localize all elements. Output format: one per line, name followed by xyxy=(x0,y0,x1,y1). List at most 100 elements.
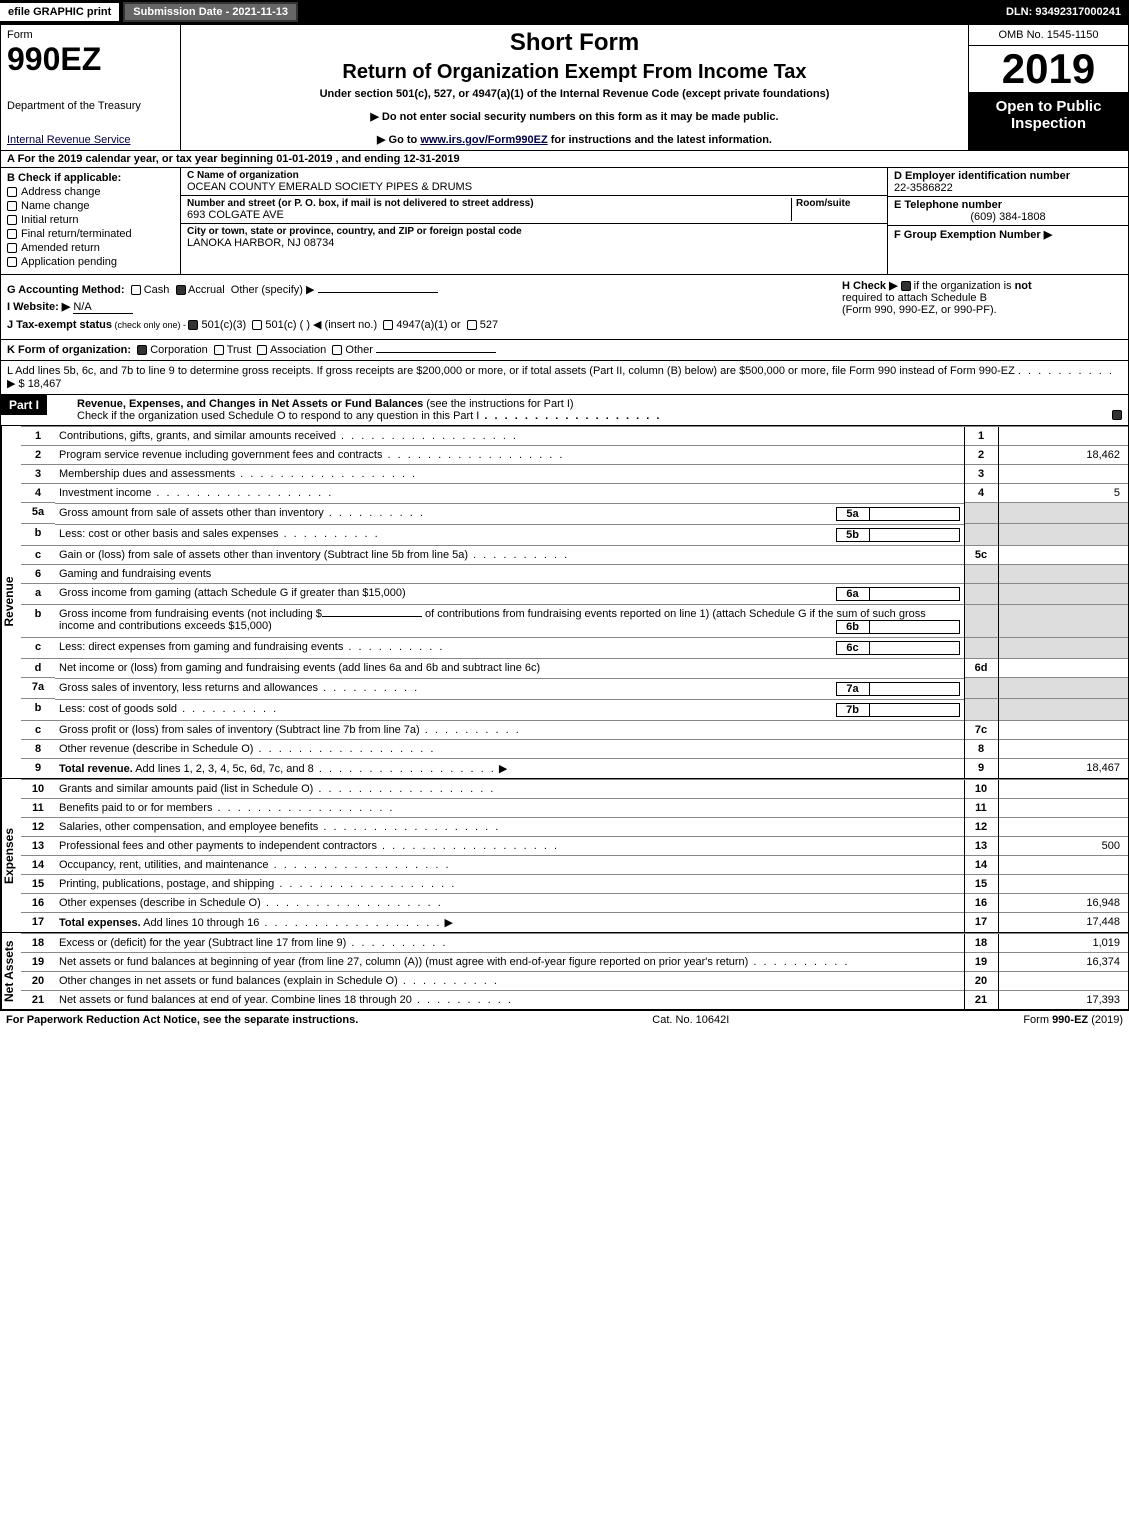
h-box: H Check ▶ if the organization is not req… xyxy=(842,279,1122,316)
checkbox-icon[interactable] xyxy=(383,320,393,330)
table-row: 18Excess or (deficit) for the year (Subt… xyxy=(21,933,1128,952)
form-number: 990EZ xyxy=(7,41,174,78)
cb-amended-return[interactable]: Amended return xyxy=(7,242,174,254)
irs-line: Internal Revenue Service xyxy=(7,134,174,146)
val-grey xyxy=(998,564,1128,583)
cb-label: Application pending xyxy=(21,256,117,268)
j-501c: 501(c) ( ) ◀ (insert no.) xyxy=(265,319,377,331)
checkbox-icon xyxy=(7,229,17,239)
val-2: 18,462 xyxy=(998,446,1128,465)
submission-date: Submission Date - 2021-11-13 xyxy=(123,2,298,22)
dots xyxy=(177,703,278,715)
blank-input[interactable] xyxy=(322,616,422,617)
section-a: A For the 2019 calendar year, or tax yea… xyxy=(0,151,1129,168)
line-text: Gross sales of inventory, less returns a… xyxy=(59,682,318,694)
val-grey xyxy=(998,524,1128,546)
i-label: I Website: ▶ xyxy=(7,301,70,313)
subsection-text: Under section 501(c), 527, or 4947(a)(1)… xyxy=(191,88,958,100)
goto-link[interactable]: www.irs.gov/Form990EZ xyxy=(420,134,547,146)
c-city-block: City or town, state or province, country… xyxy=(181,224,887,251)
tax-year: 2019 xyxy=(969,46,1128,92)
open-to-public: Open to Public Inspection xyxy=(969,92,1128,150)
cb-name-change[interactable]: Name change xyxy=(7,200,174,212)
netassets-label: Net Assets xyxy=(1,933,21,1009)
table-row: 2Program service revenue including gover… xyxy=(21,446,1128,465)
val-21: 17,393 xyxy=(998,990,1128,1009)
f-label: F Group Exemption Number ▶ xyxy=(894,228,1122,241)
note-goto: ▶ Go to www.irs.gov/Form990EZ for instru… xyxy=(191,133,958,146)
efile-print[interactable]: efile GRAPHIC print xyxy=(0,3,119,21)
checkbox-icon[interactable] xyxy=(1112,410,1122,420)
table-row: aGross income from gaming (attach Schedu… xyxy=(21,583,1128,605)
org-name: OCEAN COUNTY EMERALD SOCIETY PIPES & DRU… xyxy=(187,181,881,193)
g-other: Other (specify) ▶ xyxy=(231,284,315,296)
line-text: Gross income from gaming (attach Schedul… xyxy=(59,587,836,601)
cb-final-return[interactable]: Final return/terminated xyxy=(7,228,174,240)
table-row: 4Investment income45 xyxy=(21,484,1128,503)
g-accrual: Accrual xyxy=(188,284,225,296)
d-label: D Employer identification number xyxy=(894,170,1122,182)
checkbox-icon[interactable] xyxy=(131,285,141,295)
line-text: Gross amount from sale of assets other t… xyxy=(59,507,324,519)
f-block: F Group Exemption Number ▶ xyxy=(888,226,1128,243)
dots xyxy=(398,975,499,987)
dots xyxy=(253,743,435,755)
table-row: cGain or (loss) from sale of assets othe… xyxy=(21,545,1128,564)
val-4: 5 xyxy=(998,484,1128,503)
dln: DLN: 93492317000241 xyxy=(1006,6,1129,18)
line-text: Gross income from fundraising events (no… xyxy=(59,608,322,620)
row-l: L Add lines 5b, 6c, and 7b to line 9 to … xyxy=(0,361,1129,395)
ein: 22-3586822 xyxy=(894,182,1122,194)
cb-address-change[interactable]: Address change xyxy=(7,186,174,198)
irs-link[interactable]: Internal Revenue Service xyxy=(7,134,131,146)
cb-application-pending[interactable]: Application pending xyxy=(7,256,174,268)
checkbox-icon[interactable] xyxy=(467,320,477,330)
val-8 xyxy=(998,739,1128,758)
j-4947: 4947(a)(1) or xyxy=(396,319,460,331)
dots xyxy=(377,840,559,852)
val-17: 17,448 xyxy=(998,912,1128,932)
val-20 xyxy=(998,971,1128,990)
table-row: cGross profit or (loss) from sales of in… xyxy=(21,720,1128,739)
k-other: Other xyxy=(345,344,373,356)
col-c: C Name of organization OCEAN COUNTY EMER… xyxy=(181,168,888,274)
dots xyxy=(212,802,394,814)
netassets-table: 18Excess or (deficit) for the year (Subt… xyxy=(21,933,1128,1009)
subval-6c xyxy=(870,641,960,655)
c-room-label: Room/suite xyxy=(796,198,881,209)
cb-initial-return[interactable]: Initial return xyxy=(7,214,174,226)
return-title: Return of Organization Exempt From Incom… xyxy=(191,61,958,84)
g-label: G Accounting Method: xyxy=(7,284,125,296)
subval-5a xyxy=(870,507,960,521)
footer-catno: Cat. No. 10642I xyxy=(652,1014,729,1026)
page-footer: For Paperwork Reduction Act Notice, see … xyxy=(0,1010,1129,1029)
checkbox-icon[interactable] xyxy=(252,320,262,330)
checkbox-icon[interactable] xyxy=(257,345,267,355)
dots xyxy=(748,956,849,968)
checkbox-icon[interactable] xyxy=(188,320,198,330)
k-other-input[interactable] xyxy=(376,352,496,353)
checkbox-icon[interactable] xyxy=(137,345,147,355)
line-text: Less: cost of goods sold xyxy=(59,703,177,715)
revenue-label: Revenue xyxy=(1,426,21,778)
val-1 xyxy=(998,427,1128,446)
g-other-input[interactable] xyxy=(318,292,438,293)
val-grey xyxy=(998,699,1128,721)
table-row: 10Grants and similar amounts paid (list … xyxy=(21,779,1128,798)
checkbox-icon[interactable] xyxy=(214,345,224,355)
checkbox-icon[interactable] xyxy=(332,345,342,355)
checkbox-icon xyxy=(7,215,17,225)
line-text: Contributions, gifts, grants, and simila… xyxy=(59,430,336,442)
checkbox-icon[interactable] xyxy=(901,281,911,291)
l-text: L Add lines 5b, 6c, and 7b to line 9 to … xyxy=(7,365,1015,377)
checkbox-icon xyxy=(7,243,17,253)
line-text: Membership dues and assessments xyxy=(59,468,235,480)
goto-prefix: ▶ Go to xyxy=(377,134,420,146)
line-text: Net assets or fund balances at beginning… xyxy=(59,956,748,968)
g-cash: Cash xyxy=(144,284,170,296)
line-text: Salaries, other compensation, and employ… xyxy=(59,821,318,833)
dots xyxy=(412,994,513,1006)
checkbox-icon[interactable] xyxy=(176,285,186,295)
dots xyxy=(318,682,419,694)
dots xyxy=(343,641,444,653)
